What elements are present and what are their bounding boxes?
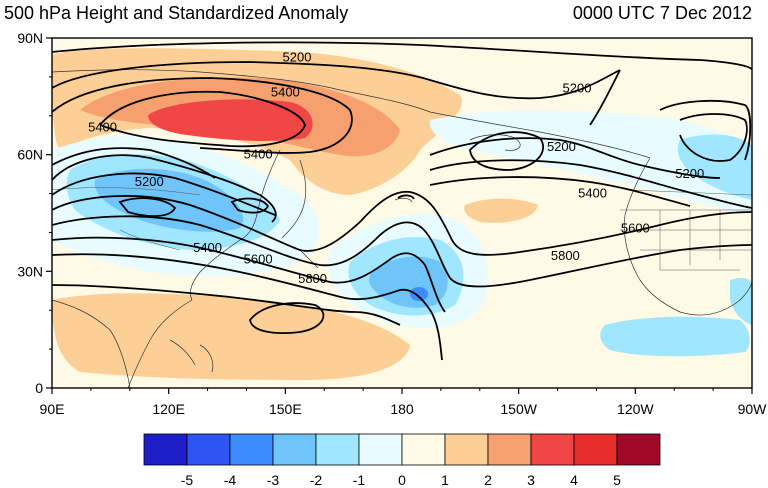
colorbar-label: -4 (224, 472, 237, 488)
contour-label: 5400 (578, 186, 607, 201)
coastlines (52, 69, 752, 388)
colorbar-swatch (530, 433, 575, 466)
contour-label: 5200 (675, 166, 704, 181)
lon-tick-label: 90E (40, 401, 65, 417)
contour-label: 5600 (621, 221, 650, 236)
colorbar-label: -1 (353, 472, 366, 488)
height-contours (52, 41, 752, 361)
colorbar-swatch (487, 433, 532, 466)
contour-label: 5800 (298, 271, 327, 286)
lat-tick-label: 90N (17, 30, 43, 46)
map-datetime: 0000 UTC 7 Dec 2012 (573, 3, 752, 23)
lon-tick-label: 150W (500, 401, 537, 417)
colorbar-label: 2 (484, 472, 492, 488)
lon-tick-label: 90W (738, 401, 768, 417)
contour-labels: 5200 5200 5400 5400 5400 5200 5200 5200 5400 5600… (88, 49, 704, 286)
longitude-axis: 90E 120E 150E 180 150W 120W 90W (40, 388, 768, 417)
contour-label: 5400 (271, 84, 300, 99)
colorbar-swatch (444, 433, 489, 466)
latitude-axis: 90N 60N 30N 0 (17, 30, 52, 396)
positive-anomaly-4 (464, 198, 538, 223)
colorbar-swatch (272, 433, 317, 466)
colorbar-label: 1 (441, 472, 449, 488)
colorbar-swatch (573, 433, 618, 466)
lon-tick-label: 120W (617, 401, 654, 417)
lon-tick-label: 180 (390, 401, 414, 417)
positive-anomaly-3 (148, 99, 313, 141)
colorbar-label: -2 (310, 472, 323, 488)
colorbar-swatch (143, 433, 188, 466)
colorbar-swatch (401, 433, 446, 466)
colorbar-swatch (186, 433, 231, 466)
contour-label: 5200 (135, 174, 164, 189)
map-title: 500 hPa Height and Standardized Anomaly (4, 3, 348, 23)
contour-label: 5200 (563, 81, 592, 96)
lat-tick-label: 0 (35, 380, 43, 396)
lat-tick-label: 30N (17, 263, 43, 279)
colorbar-swatch (315, 433, 360, 466)
colorbar: -5 -4 -3 -2 -1 0 1 2 3 4 5 (143, 433, 661, 488)
lon-tick-label: 150E (269, 401, 302, 417)
negative-anomaly-9 (600, 316, 750, 357)
negative-anomaly-core (410, 287, 428, 301)
negative-anomaly-8 (677, 134, 752, 200)
colorbar-swatch (358, 433, 403, 466)
negative-anomaly-6 (368, 256, 448, 308)
negative-anomaly-10 (730, 277, 752, 325)
contour-label: 5400 (193, 240, 222, 255)
colorbar-label: -3 (267, 472, 280, 488)
lon-tick-label: 120E (152, 401, 185, 417)
map-panel: 5200 5200 5400 5400 5400 5200 5200 5200 5400 5600… (52, 38, 752, 388)
colorbar-swatch (616, 433, 661, 466)
colorbar-label: 3 (527, 472, 535, 488)
colorbar-label: -5 (181, 472, 194, 488)
colorbar-label: 0 (398, 472, 406, 488)
contour-label: 5800 (551, 248, 580, 263)
contour-label: 5400 (244, 147, 273, 162)
colorbar-label: 5 (613, 472, 621, 488)
contour-label: 5600 (244, 252, 273, 267)
lat-tick-label: 60N (17, 147, 43, 163)
positive-anomaly-5 (52, 293, 410, 380)
colorbar-label: 4 (570, 472, 578, 488)
contour-label: 5200 (283, 49, 312, 64)
contour-label: 5400 (88, 119, 117, 134)
colorbar-swatch (229, 433, 274, 466)
contour-label: 5200 (547, 139, 576, 154)
